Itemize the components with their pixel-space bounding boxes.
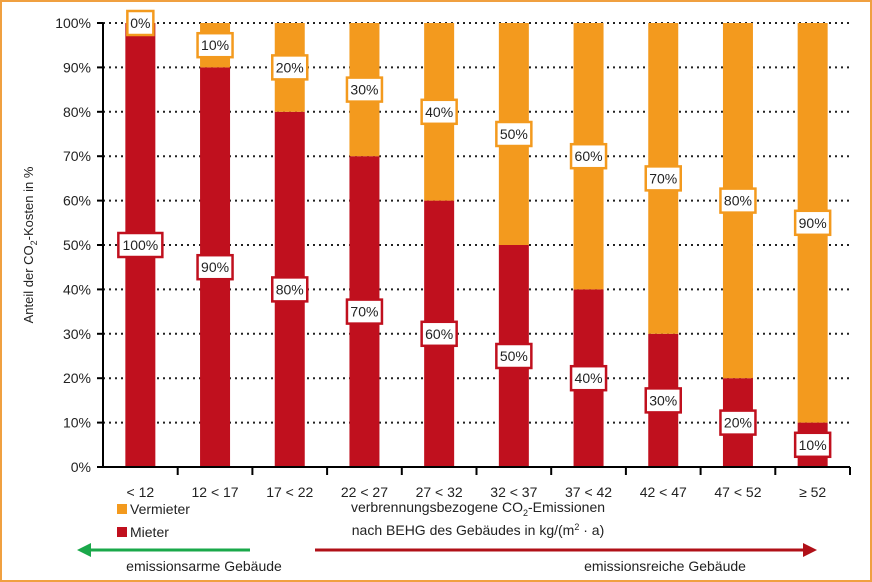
data-label-mieter: 50% (500, 348, 528, 364)
legend-label-mieter: Mieter (130, 524, 169, 540)
x-tick-label: ≥ 52 (799, 484, 826, 500)
data-label-mieter: 90% (201, 259, 229, 275)
data-label-mieter-box (644, 387, 682, 414)
data-label-vermieter-box (793, 209, 832, 237)
data-label-vermieter-box (420, 98, 458, 126)
data-label-mieter-box (495, 342, 533, 370)
x-tick-label: 47 < 52 (714, 484, 761, 500)
y-tick-label: 30% (63, 326, 91, 342)
data-label-mieter: 60% (425, 326, 453, 342)
data-label-vermieter: 90% (799, 215, 827, 231)
data-label-vermieter-box (644, 165, 682, 192)
x-tick-label: 22 < 27 (341, 484, 388, 500)
y-tick-label: 70% (63, 148, 91, 164)
y-tick-label: 80% (63, 104, 91, 120)
y-tick-label: 50% (63, 237, 91, 253)
data-label-mieter: 40% (575, 370, 603, 386)
x-tick-label: < 12 (127, 484, 155, 500)
data-label-mieter: 20% (724, 415, 752, 431)
data-label-vermieter-box (569, 142, 608, 170)
y-tick-label: 100% (55, 15, 91, 31)
x-tick-label: 37 < 42 (565, 484, 612, 500)
data-label-vermieter-box (719, 187, 757, 214)
left-arrow-label: emissionsarme Gebäude (126, 558, 282, 574)
legend-label-vermieter: Vermieter (130, 501, 190, 517)
data-label-vermieter: 60% (575, 148, 603, 164)
data-label-vermieter: 80% (724, 193, 752, 209)
x-axis-label-line1: verbrennungsbezogene CO2-Emissionen (351, 499, 605, 518)
data-label-mieter-box (420, 320, 458, 348)
legend-swatch-vermieter (117, 504, 127, 514)
data-label-vermieter-box (271, 54, 309, 81)
data-label-vermieter: 70% (649, 170, 677, 186)
y-tick-label: 60% (63, 193, 91, 209)
data-label-mieter-box (569, 364, 608, 392)
data-label-mieter-box (719, 409, 757, 436)
data-label-mieter: 80% (276, 281, 304, 297)
data-label-vermieter-box (196, 31, 234, 59)
data-label-vermieter-box (345, 76, 384, 103)
data-label-vermieter: 20% (276, 59, 304, 75)
data-label-mieter-box (271, 276, 309, 303)
y-tick-label: 90% (63, 59, 91, 75)
data-label-mieter: 30% (649, 392, 677, 408)
data-label-mieter-box (196, 253, 234, 281)
legend-swatch-mieter (117, 527, 127, 537)
data-label-vermieter: 0% (130, 15, 150, 31)
data-label-vermieter: 30% (350, 82, 378, 98)
y-tick-label: 40% (63, 281, 91, 297)
x-tick-label: 42 < 47 (640, 484, 687, 500)
data-label-mieter: 100% (122, 237, 158, 253)
data-label-vermieter-box (126, 9, 155, 37)
data-label-mieter-box (793, 431, 832, 459)
y-tick-label: 20% (63, 370, 91, 386)
x-tick-label: 32 < 37 (490, 484, 537, 500)
data-label-mieter-box (117, 231, 164, 259)
data-label-mieter: 10% (799, 437, 827, 453)
y-axis-label: Anteil der CO2-Kosten in % (21, 166, 39, 323)
data-label-vermieter-box (495, 120, 533, 148)
data-label-mieter: 70% (350, 304, 378, 320)
y-tick-label: 0% (71, 459, 91, 475)
right-arrow-label: emissionsreiche Gebäude (584, 558, 746, 574)
data-label-vermieter: 50% (500, 126, 528, 142)
data-label-vermieter: 40% (425, 104, 453, 120)
x-tick-label: 27 < 32 (416, 484, 463, 500)
data-label-mieter-box (345, 298, 384, 325)
x-tick-label: 12 < 17 (191, 484, 238, 500)
left-arrow-head (77, 543, 91, 557)
x-tick-label: 17 < 22 (266, 484, 313, 500)
data-label-vermieter: 10% (201, 37, 229, 53)
x-axis-label-line2: nach BEHG des Gebäudes in kg/(m2 · a) (352, 522, 604, 538)
y-tick-label: 10% (63, 415, 91, 431)
right-arrow-head (803, 543, 817, 557)
